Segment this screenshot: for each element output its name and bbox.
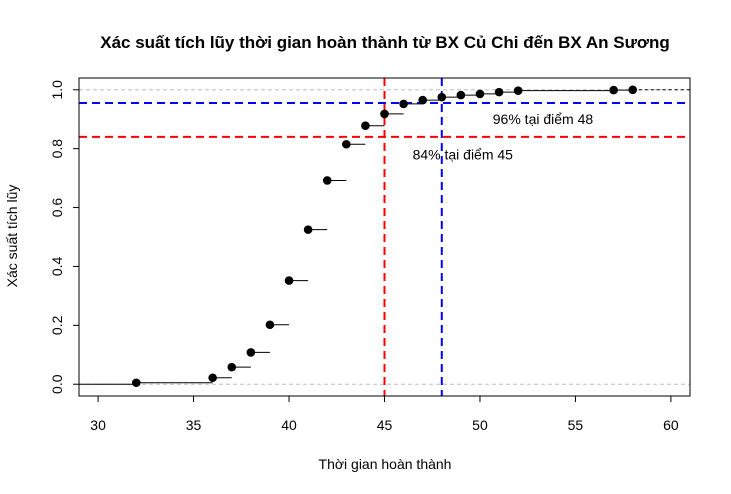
- data-point: [322, 176, 332, 185]
- chart-title: Xác suất tích lũy thời gian hoàn thành t…: [100, 33, 670, 52]
- data-point: [227, 362, 237, 372]
- data-point: [265, 320, 275, 330]
- annotation-1: 84% tại điểm 45: [413, 147, 514, 163]
- y-tick-label: 0.0: [49, 374, 65, 394]
- data-point: [418, 95, 427, 105]
- data-point: [399, 99, 408, 109]
- x-tick-label: 50: [472, 417, 488, 433]
- data-point: [131, 378, 141, 388]
- y-tick-label: 0.6: [49, 198, 65, 218]
- x-axis: 30 35 40 45 50 55 60: [90, 396, 679, 433]
- annotation-0: 96% tại điểm 48: [493, 111, 594, 127]
- data-points: [131, 85, 638, 388]
- reference-lines: [79, 78, 690, 396]
- y-axis: 0.0 0.2 0.4 0.6 0.8 1.0: [49, 80, 79, 394]
- data-point: [284, 276, 294, 285]
- x-tick-label: 40: [281, 417, 297, 433]
- y-tick-label: 1.0: [49, 80, 65, 100]
- data-point: [494, 87, 504, 97]
- data-point: [361, 121, 370, 130]
- x-tick-label: 60: [663, 417, 679, 433]
- x-tick-label: 35: [186, 417, 202, 433]
- annotations: 96% tại điểm 48 84% tại điểm 45: [413, 111, 594, 162]
- data-point: [513, 86, 523, 95]
- x-tick-label: 55: [568, 417, 584, 433]
- x-axis-label: Thời gian hoàn thành: [319, 456, 452, 472]
- x-tick-label: 45: [377, 417, 393, 433]
- y-tick-label: 0.8: [49, 139, 65, 159]
- y-axis-label: Xác suất tích lũy: [4, 185, 20, 288]
- data-point: [246, 348, 256, 357]
- y-tick-label: 0.4: [49, 257, 65, 277]
- data-point: [628, 85, 638, 95]
- data-point: [456, 90, 466, 100]
- data-point: [475, 89, 485, 99]
- data-point: [208, 373, 217, 383]
- x-tick-label: 30: [90, 417, 106, 433]
- data-point: [342, 139, 351, 149]
- data-point: [609, 85, 618, 95]
- data-point: [437, 92, 447, 102]
- data-point: [303, 225, 313, 234]
- y-tick-label: 0.2: [49, 315, 65, 335]
- data-point: [380, 109, 389, 119]
